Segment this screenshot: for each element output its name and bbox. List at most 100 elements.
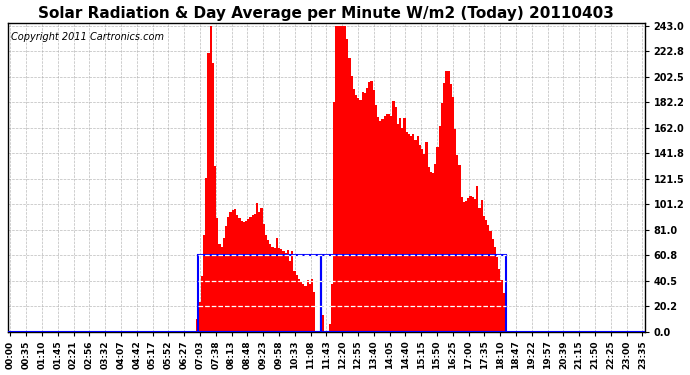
Bar <box>487 225 489 332</box>
Bar <box>382 119 384 332</box>
Bar <box>203 235 205 332</box>
Bar <box>366 88 368 332</box>
Bar <box>289 261 291 332</box>
Bar <box>278 248 280 332</box>
Bar <box>500 280 502 332</box>
Bar <box>498 268 500 332</box>
Bar <box>306 280 308 332</box>
Bar <box>304 286 306 332</box>
Bar <box>437 147 439 332</box>
Bar <box>371 81 373 332</box>
Bar <box>197 320 199 332</box>
Bar <box>504 305 507 332</box>
Bar <box>463 202 465 332</box>
Bar <box>282 251 284 332</box>
Bar <box>421 149 423 332</box>
Bar <box>415 140 417 332</box>
Bar <box>245 221 247 332</box>
Bar <box>353 90 355 332</box>
Bar <box>216 218 219 332</box>
Bar <box>448 72 450 332</box>
Bar <box>326 331 328 332</box>
Bar <box>404 118 406 332</box>
Bar <box>214 166 216 332</box>
Bar <box>273 248 276 332</box>
Bar <box>265 235 267 332</box>
Bar <box>317 331 319 332</box>
Bar <box>445 71 448 332</box>
Bar <box>238 218 241 332</box>
Bar <box>491 238 494 332</box>
Bar <box>469 196 472 332</box>
Bar <box>476 186 478 332</box>
Bar <box>212 63 214 332</box>
Bar <box>346 39 348 332</box>
Bar <box>287 250 289 332</box>
Bar <box>388 114 391 332</box>
Bar <box>311 279 313 332</box>
Bar <box>430 172 432 332</box>
Bar <box>342 26 344 332</box>
Bar <box>271 247 273 332</box>
Bar <box>321 255 506 332</box>
Bar <box>357 98 359 332</box>
Bar <box>465 201 467 332</box>
Bar <box>368 81 371 332</box>
Bar <box>456 155 458 332</box>
Bar <box>472 197 474 332</box>
Bar <box>249 217 252 332</box>
Bar <box>197 255 321 332</box>
Bar <box>408 134 410 332</box>
Bar <box>300 282 302 332</box>
Bar <box>410 136 412 332</box>
Bar <box>335 26 337 332</box>
Bar <box>386 114 388 332</box>
Bar <box>428 167 430 332</box>
Bar <box>221 247 223 332</box>
Bar <box>313 292 315 332</box>
Bar <box>373 90 375 332</box>
Bar <box>293 271 295 332</box>
Bar <box>258 212 260 332</box>
Bar <box>319 331 322 332</box>
Bar <box>502 293 504 332</box>
Bar <box>243 222 245 332</box>
Bar <box>252 215 254 332</box>
Bar <box>406 132 408 332</box>
Bar <box>434 164 437 332</box>
Text: Copyright 2011 Cartronics.com: Copyright 2011 Cartronics.com <box>12 32 164 42</box>
Bar <box>276 238 278 332</box>
Bar <box>201 276 203 332</box>
Bar <box>402 128 404 332</box>
Bar <box>364 93 366 332</box>
Bar <box>419 145 421 332</box>
Bar <box>467 198 469 332</box>
Bar <box>443 83 445 332</box>
Bar <box>393 101 395 332</box>
Bar <box>474 199 476 332</box>
Bar <box>362 92 364 332</box>
Bar <box>395 107 397 332</box>
Bar <box>348 58 351 332</box>
Bar <box>412 134 415 332</box>
Bar <box>426 142 428 332</box>
Bar <box>384 116 386 332</box>
Bar <box>397 124 399 332</box>
Bar <box>489 231 491 332</box>
Bar <box>254 214 256 332</box>
Bar <box>328 324 331 332</box>
Bar <box>496 257 498 332</box>
Bar <box>452 96 454 332</box>
Bar <box>256 202 258 332</box>
Bar <box>478 208 480 332</box>
Bar <box>223 238 225 332</box>
Bar <box>339 26 342 332</box>
Bar <box>232 210 234 332</box>
Bar <box>337 26 339 332</box>
Bar <box>485 220 487 332</box>
Bar <box>439 126 441 332</box>
Bar <box>375 105 377 332</box>
Bar <box>359 100 362 332</box>
Bar <box>267 240 269 332</box>
Bar <box>483 216 485 332</box>
